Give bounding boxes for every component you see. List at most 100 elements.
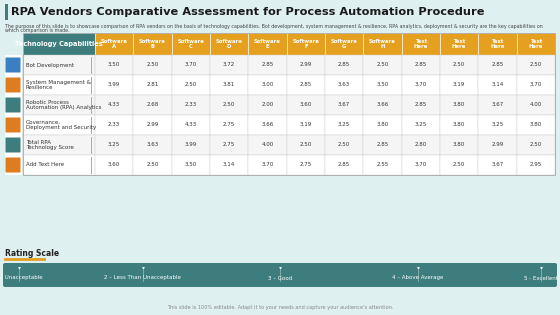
Bar [210, 155, 248, 175]
Text: 3.67: 3.67 [491, 102, 503, 107]
Bar [95, 95, 133, 115]
Text: 2 – Less Than Unacceptable: 2 – Less Than Unacceptable [104, 276, 181, 280]
Bar [95, 135, 133, 155]
Text: RPA Vendors Comparative Assessment for Process Automation Procedure: RPA Vendors Comparative Assessment for P… [11, 7, 484, 17]
Text: 2.99: 2.99 [146, 123, 158, 128]
Text: Software
G: Software G [331, 39, 358, 49]
Bar [402, 95, 440, 115]
Bar [210, 135, 248, 155]
Bar [517, 55, 555, 75]
Bar [133, 75, 172, 95]
Bar [23, 33, 555, 175]
Bar [5, 75, 22, 95]
Text: Software
A: Software A [101, 39, 128, 49]
Text: 3.63: 3.63 [146, 142, 158, 147]
Text: Text
Here: Text Here [491, 39, 505, 49]
Bar [248, 33, 287, 55]
Text: Rating Scale: Rating Scale [5, 249, 59, 258]
Bar [363, 135, 402, 155]
Bar [248, 75, 287, 95]
Text: 2.99: 2.99 [491, 142, 503, 147]
Bar [363, 95, 402, 115]
Bar [402, 115, 440, 135]
Text: 2.00: 2.00 [262, 102, 274, 107]
FancyBboxPatch shape [3, 263, 557, 287]
Bar [5, 155, 22, 175]
Text: 3.72: 3.72 [223, 62, 235, 67]
Bar [517, 135, 555, 155]
Bar [95, 33, 133, 55]
Text: 2.50: 2.50 [146, 62, 158, 67]
Bar [325, 115, 363, 135]
Bar [440, 95, 478, 115]
Text: 2.50: 2.50 [376, 62, 389, 67]
Text: Robotic Process
Automation (RPA) Analytics: Robotic Process Automation (RPA) Analyti… [26, 100, 101, 110]
Bar [172, 155, 210, 175]
Bar [363, 155, 402, 175]
Bar [440, 155, 478, 175]
Bar [248, 135, 287, 155]
Text: 2.50: 2.50 [453, 62, 465, 67]
Text: 1 – Unacceptable: 1 – Unacceptable [0, 276, 43, 280]
Bar [517, 33, 555, 55]
Bar [363, 75, 402, 95]
Text: Text
Here: Text Here [529, 39, 543, 49]
Text: 2.85: 2.85 [415, 102, 427, 107]
Text: 3.70: 3.70 [185, 62, 197, 67]
Bar [95, 75, 133, 95]
Bar [287, 95, 325, 115]
Text: 2.55: 2.55 [376, 163, 389, 168]
Bar [287, 55, 325, 75]
Bar [517, 95, 555, 115]
Text: The purpose of this slide is to showcase comparison of RPA vendors on the basis : The purpose of this slide is to showcase… [5, 24, 543, 29]
Text: which comparison is made.: which comparison is made. [5, 28, 69, 33]
Text: 3.80: 3.80 [453, 123, 465, 128]
Text: 2.50: 2.50 [530, 142, 542, 147]
FancyBboxPatch shape [6, 58, 21, 72]
Text: 3 – Good: 3 – Good [268, 276, 292, 280]
Bar [402, 155, 440, 175]
Bar [23, 115, 95, 135]
Text: 2.85: 2.85 [491, 62, 503, 67]
Bar [325, 95, 363, 115]
Bar [210, 115, 248, 135]
Text: 3.81: 3.81 [223, 83, 235, 88]
Text: System Management &
Resilience: System Management & Resilience [26, 80, 91, 90]
Bar [517, 115, 555, 135]
Text: 2.75: 2.75 [223, 123, 235, 128]
Text: 4.00: 4.00 [530, 102, 542, 107]
Bar [5, 95, 22, 115]
FancyBboxPatch shape [6, 138, 21, 152]
Text: Add Text Here: Add Text Here [26, 163, 64, 168]
Text: 3.00: 3.00 [262, 83, 274, 88]
Text: 2.33: 2.33 [108, 123, 120, 128]
Text: Software
C: Software C [178, 39, 204, 49]
Text: 2.50: 2.50 [223, 102, 235, 107]
Bar [95, 115, 133, 135]
Bar [402, 33, 440, 55]
Text: 3.19: 3.19 [300, 123, 312, 128]
Text: 2.85: 2.85 [300, 83, 312, 88]
Text: 2.50: 2.50 [185, 83, 197, 88]
Text: 4.33: 4.33 [185, 123, 197, 128]
Bar [478, 135, 517, 155]
Text: 3.99: 3.99 [108, 83, 120, 88]
Text: 2.50: 2.50 [146, 163, 158, 168]
Bar [172, 75, 210, 95]
Bar [23, 95, 95, 115]
Bar [133, 95, 172, 115]
Bar [287, 33, 325, 55]
Bar [287, 75, 325, 95]
Text: 3.70: 3.70 [415, 83, 427, 88]
Bar [248, 155, 287, 175]
Bar [287, 155, 325, 175]
Bar [133, 55, 172, 75]
Text: 2.85: 2.85 [415, 62, 427, 67]
Text: 3.80: 3.80 [376, 123, 389, 128]
Text: 3.14: 3.14 [223, 163, 235, 168]
Text: 3.25: 3.25 [491, 123, 503, 128]
Bar [95, 55, 133, 75]
Bar [517, 75, 555, 95]
Bar [172, 55, 210, 75]
Text: 3.67: 3.67 [338, 102, 351, 107]
